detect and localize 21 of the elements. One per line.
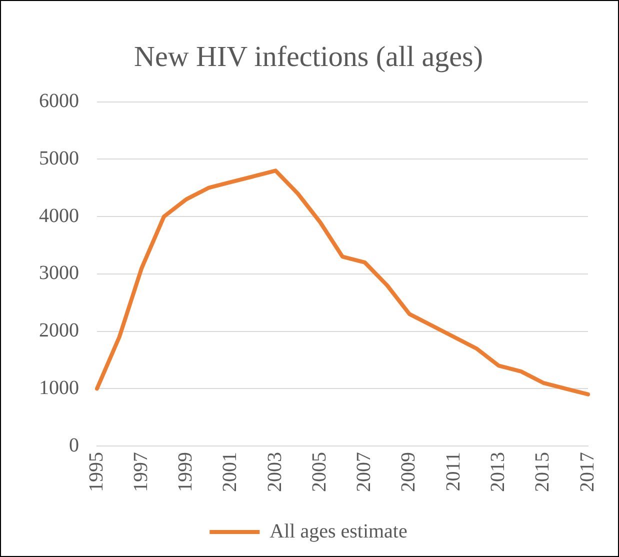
x-tick-label: 2001 (219, 452, 242, 492)
x-tick-label: 1997 (130, 452, 152, 492)
y-tick-label: 4000 (39, 204, 79, 227)
x-tick-label: 2007 (353, 452, 376, 492)
y-tick-label: 5000 (39, 147, 79, 170)
legend-label: All ages estimate (270, 520, 408, 542)
x-tick-label: 2005 (308, 452, 330, 492)
x-tick-label: 2017 (576, 452, 598, 492)
y-tick-label: 0 (69, 434, 79, 456)
y-tick-label: 1000 (39, 376, 79, 399)
x-tick-label: 2009 (398, 452, 420, 492)
x-tick-label: 2011 (442, 452, 464, 492)
x-tick-label: 2015 (532, 452, 554, 492)
x-tick-label: 2013 (486, 452, 509, 492)
chart-title: New HIV infections (all ages) (134, 41, 483, 74)
y-tick-label: 6000 (39, 90, 79, 112)
x-tick-label: 1999 (174, 452, 197, 492)
y-tick-label: 2000 (39, 320, 79, 342)
y-tick-label: 3000 (39, 262, 79, 284)
x-tick-label: 2003 (264, 452, 286, 492)
x-tick-label: 1995 (85, 452, 108, 492)
